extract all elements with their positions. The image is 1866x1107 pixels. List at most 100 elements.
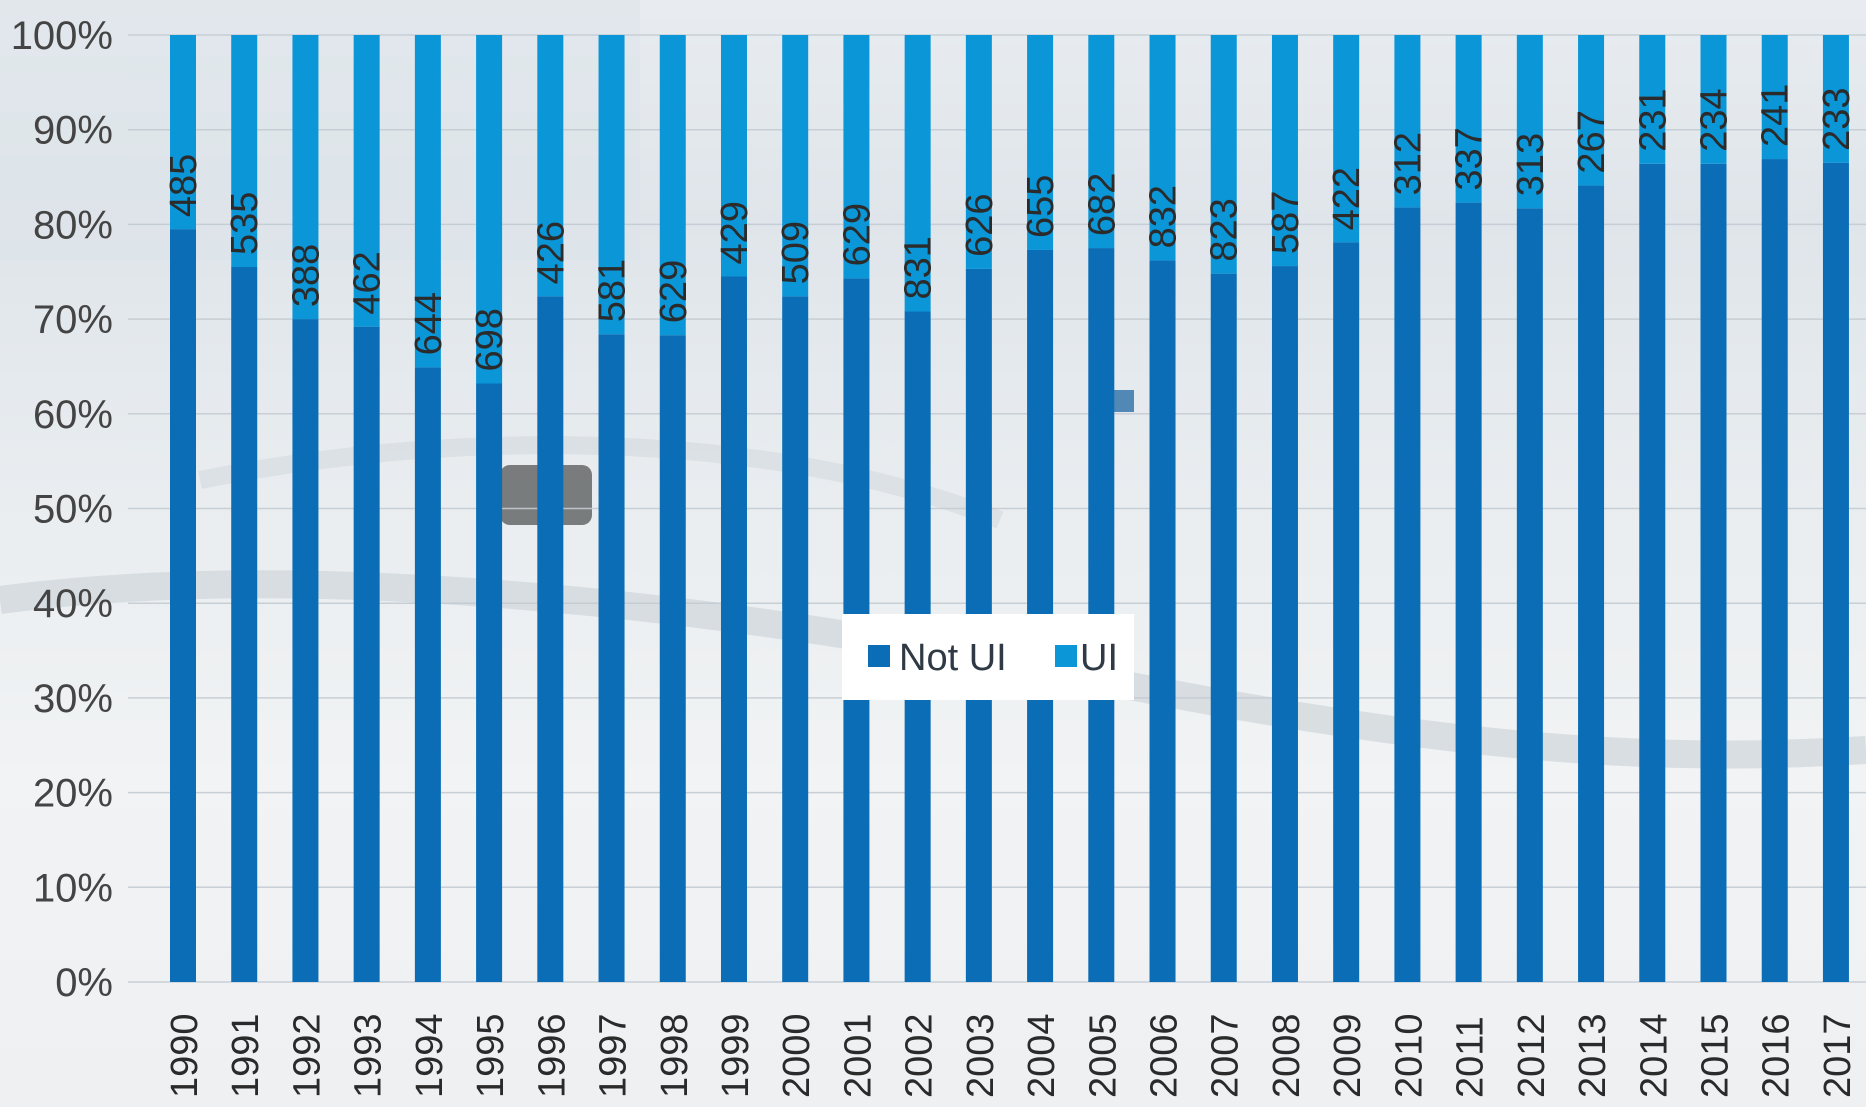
data-label-ui-1994: 644 [408,292,450,355]
data-label-ui-2003: 626 [959,194,1001,257]
data-label-ui-2011: 337 [1449,127,1491,190]
data-label-ui-1997: 581 [592,259,634,322]
data-label-ui-2002: 831 [898,236,940,299]
bar-not-ui-2006 [1149,260,1176,982]
bar-ui-1996 [537,35,564,297]
data-label-ui-1998: 629 [653,260,695,323]
bar-ui-2001 [843,35,870,279]
bar-ui-1993 [353,35,380,327]
x-tick-label-2001: 2001 [837,1013,879,1098]
x-tick-label-2007: 2007 [1205,1013,1247,1098]
bar-not-ui-2016 [1761,159,1788,982]
y-tick-label: 60% [33,393,113,437]
data-label-ui-1990: 485 [163,154,205,217]
bar-not-ui-1995 [476,383,503,983]
bar-not-ui-2007 [1210,273,1237,982]
data-label-ui-1999: 429 [714,201,756,264]
data-label-ui-2009: 422 [1326,167,1368,230]
x-tick-label-1990: 1990 [164,1013,206,1098]
bar-not-ui-1990 [170,229,196,982]
data-label-ui-2000: 509 [775,221,817,284]
bar-ui-2017 [1822,35,1849,163]
data-label-ui-2006: 832 [1143,185,1185,248]
bar-not-ui-2014 [1639,163,1666,983]
x-tick-label-2005: 2005 [1082,1013,1124,1098]
y-tick-label: 30% [33,677,113,721]
bar-ui-1992 [292,35,319,320]
bar-ui-2002 [904,35,931,312]
bar-not-ui-2012 [1516,208,1543,982]
y-tick-label: 10% [33,866,113,910]
x-tick-label-2008: 2008 [1266,1013,1308,1098]
x-tick-label-2016: 2016 [1756,1013,1798,1098]
bar-not-ui-1999 [720,276,747,982]
data-label-ui-2017: 233 [1816,87,1858,150]
bar-not-ui-2010 [1394,207,1421,982]
bar-ui-2014 [1639,35,1666,164]
bar-not-ui-1997 [598,334,625,982]
bar-not-ui-2015 [1700,163,1727,983]
legend-swatch-not-ui [868,645,890,667]
x-tick-label-1999: 1999 [715,1013,757,1098]
bar-ui-1990 [170,35,196,230]
bar-ui-2012 [1516,35,1543,209]
x-tick-label-1996: 1996 [531,1013,573,1098]
bar-ui-2005 [1088,35,1115,249]
y-tick-label: 50% [33,488,113,532]
x-tick-label-2010: 2010 [1388,1013,1430,1098]
bar-not-ui-1998 [659,335,686,983]
legend-swatch-ui [1055,645,1077,667]
bar-ui-1999 [720,35,747,277]
bar-ui-2009 [1333,35,1360,243]
bar-not-ui-2017 [1822,162,1849,983]
bar-not-ui-1996 [537,296,564,982]
photo-road-sign [1110,390,1134,412]
x-tick-label-2015: 2015 [1695,1013,1737,1098]
data-label-ui-2004: 655 [1020,175,1062,238]
data-label-ui-2005: 682 [1081,173,1123,236]
x-tick-label-2012: 2012 [1511,1013,1553,1098]
data-label-ui-2012: 313 [1510,133,1552,196]
x-tick-label-2013: 2013 [1572,1013,1614,1098]
y-tick-label: 70% [33,298,113,342]
data-label-ui-2008: 587 [1265,191,1307,254]
data-label-ui-1993: 462 [347,251,389,314]
bar-ui-2013 [1578,35,1605,186]
bar-not-ui-2009 [1333,242,1360,982]
data-label-ui-2001: 629 [836,203,878,266]
x-tick-label-1992: 1992 [286,1013,328,1098]
legend-box [842,614,1134,700]
y-axis-ticks: 0% 10% 20% 30% 40% 50% 60% 70% 80% 90% 100% [11,14,113,1005]
data-label-ui-1996: 426 [530,221,572,284]
bar-not-ui-1994 [414,367,441,983]
x-tick-label-2006: 2006 [1144,1013,1186,1098]
x-tick-label-2017: 2017 [1817,1013,1859,1098]
bar-ui-2011 [1455,35,1482,203]
x-tick-label-2009: 2009 [1327,1013,1369,1098]
bar-ui-1998 [659,35,686,336]
bar-ui-1997 [598,35,625,335]
x-axis-ticks: 1990 1991 1992 1993 1994 1995 1996 1997 1998 1999… [164,1013,1859,1098]
data-label-ui-1995: 698 [469,308,511,371]
bar-ui-1991 [231,35,258,268]
x-tick-label-2002: 2002 [899,1013,941,1098]
bar-ui-2008 [1271,35,1298,267]
bar-ui-2007 [1210,35,1237,274]
bar-not-ui-2011 [1455,202,1482,982]
bar-not-ui-1991 [231,267,258,982]
data-labels: 485 535 388 462 644 698 426 581 629 429 509 629 831 6… [163,84,1858,372]
legend-label-not-ui: Not UI [899,637,1007,679]
data-label-ui-2010: 312 [1387,132,1429,195]
bar-ui-2015 [1700,35,1727,164]
x-tick-label-1995: 1995 [470,1013,512,1098]
x-tick-label-1991: 1991 [225,1013,267,1098]
bars [170,35,1849,983]
x-tick-label-1993: 1993 [348,1013,390,1098]
bar-not-ui-2000 [782,296,809,982]
data-label-ui-2013: 267 [1571,110,1613,173]
x-tick-label-2000: 2000 [776,1013,818,1098]
bar-not-ui-2013 [1578,185,1605,982]
y-tick-label: 80% [33,203,113,247]
